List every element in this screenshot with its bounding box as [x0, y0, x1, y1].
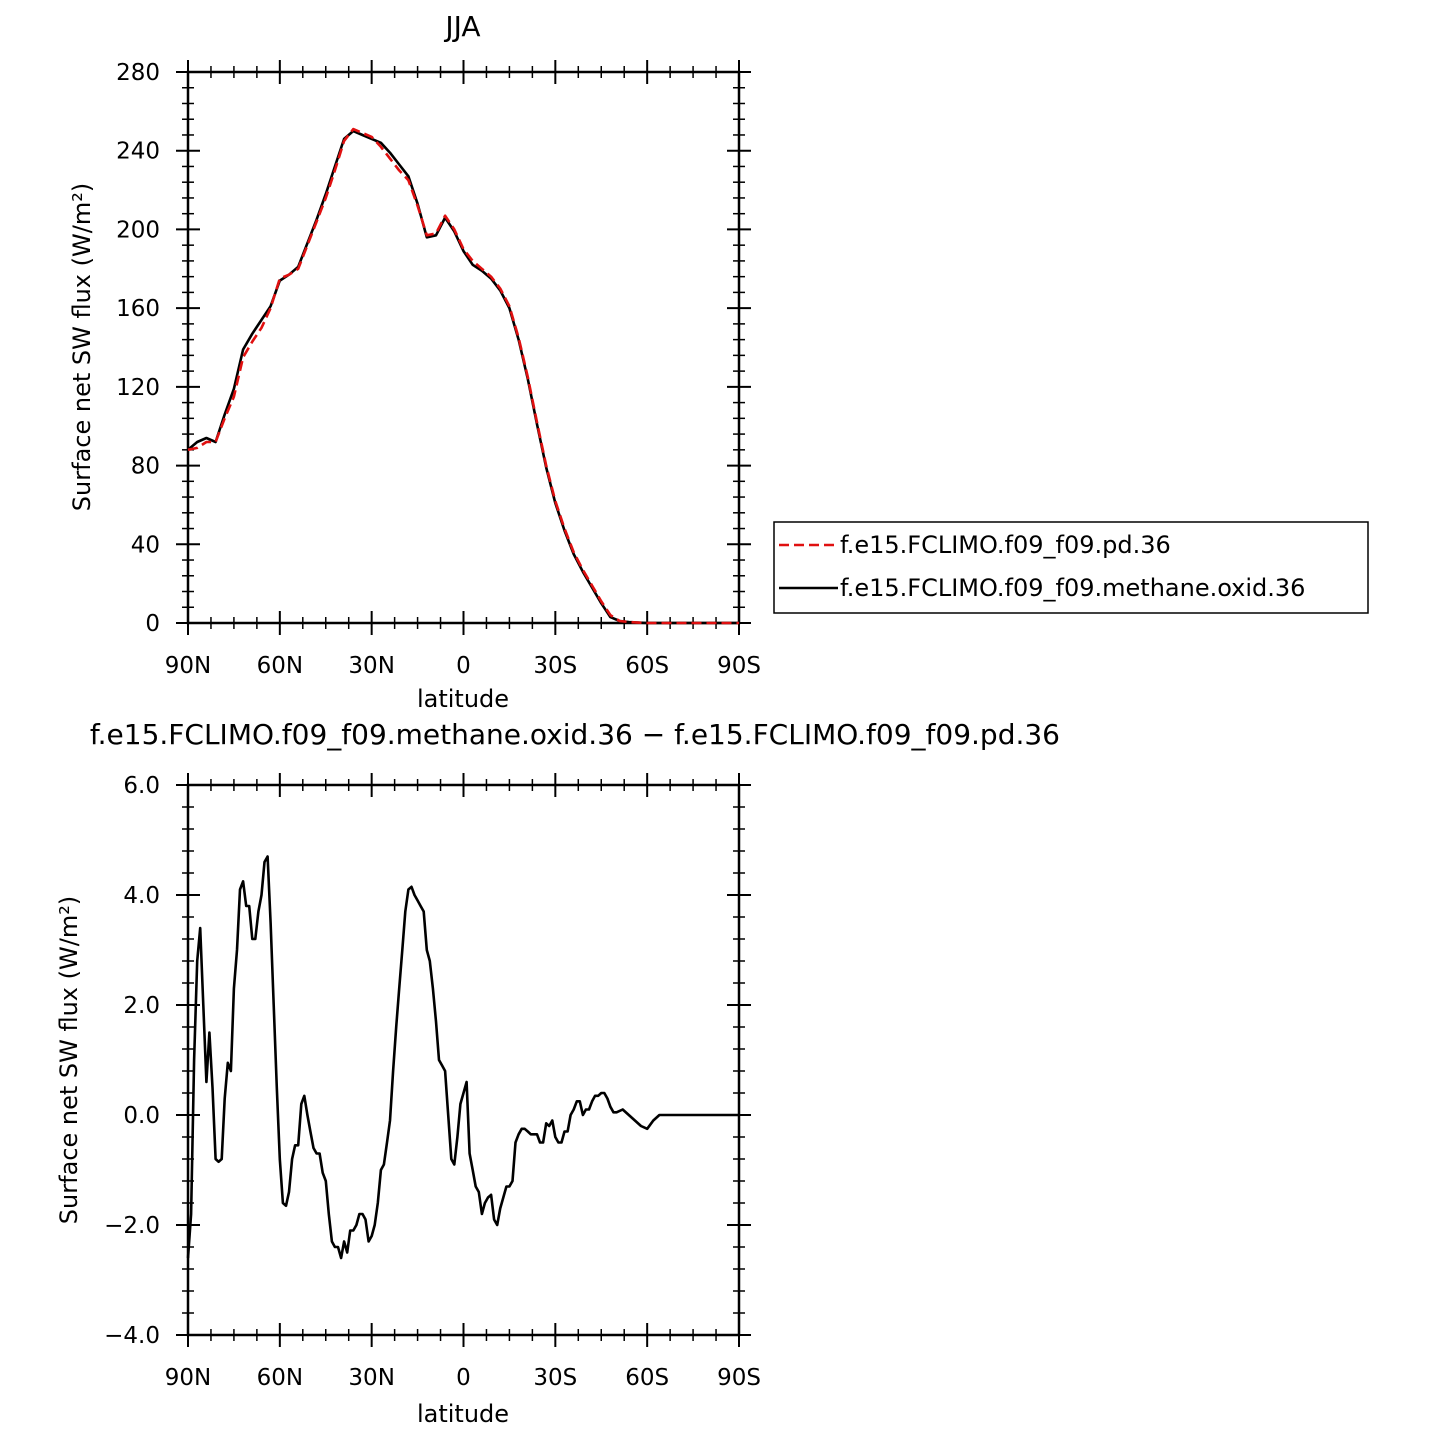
x-tick-label: 0	[456, 1365, 471, 1391]
x-tick-label: 90N	[165, 653, 211, 679]
legend-entry-methane: f.e15.FCLIMO.f09_f09.methane.oxid.36	[840, 574, 1305, 602]
top-series-line-1	[187, 129, 739, 625]
top-chart-x-tick-labels: 90N 60N 30N 0 30S 60S 90S	[165, 653, 761, 679]
x-tick-label: 30N	[348, 1365, 394, 1391]
bottom-chart-x-tick-labels: 90N 60N 30N 0 30S 60S 90S	[165, 1365, 761, 1391]
x-tick-label: 90N	[165, 1365, 211, 1391]
y-tick-label: −4.0	[104, 1323, 160, 1349]
legend: f.e15.FCLIMO.f09_f09.pd.36 f.e15.FCLIMO.…	[773, 521, 1369, 614]
y-tick-label: 280	[116, 60, 160, 86]
x-tick-label: 90S	[717, 1365, 761, 1391]
legend-box	[773, 521, 1369, 614]
y-tick-label: 4.0	[123, 883, 160, 909]
x-tick-label: 30S	[533, 653, 577, 679]
x-tick-label: 60N	[257, 1365, 303, 1391]
top-series-line-0	[187, 127, 739, 625]
bottom-chart-title: f.e15.FCLIMO.f09_f09.methane.oxid.36 − f…	[90, 718, 1060, 751]
y-tick-label: 240	[116, 139, 160, 165]
bottom-chart-ticks	[176, 773, 751, 1347]
y-tick-label: 200	[116, 217, 160, 243]
top-chart-title: JJA	[443, 10, 480, 43]
y-tick-label: 0	[145, 611, 160, 637]
x-tick-label: 60N	[257, 653, 303, 679]
y-tick-label: 0.0	[123, 1103, 160, 1129]
x-tick-label: 30N	[348, 653, 394, 679]
top-chart-y-axis-label: Surface net SW flux (W/m²)	[68, 183, 96, 511]
bottom-chart-series-group	[186, 855, 739, 1260]
bottom-series-line-0	[186, 855, 739, 1260]
top-chart-panel: JJA 90N 60N 30N 0 30S 60S 90S 0 40 80 120 160 200 24…	[68, 10, 1369, 713]
bottom-chart-panel: f.e15.FCLIMO.f09_f09.methane.oxid.36 − f…	[55, 718, 1060, 1428]
x-tick-label: 60S	[625, 653, 669, 679]
y-tick-label: 80	[131, 454, 160, 480]
x-tick-label: 90S	[717, 653, 761, 679]
bottom-chart-frame	[186, 783, 741, 1337]
y-tick-label: −2.0	[104, 1213, 160, 1239]
legend-entry-pd: f.e15.FCLIMO.f09_f09.pd.36	[840, 531, 1171, 559]
bottom-chart-y-axis-label: Surface net SW flux (W/m²)	[55, 896, 83, 1224]
bottom-chart-y-tick-labels: −4.0 −2.0 0.0 2.0 4.0 6.0	[104, 773, 160, 1349]
top-chart-series-group	[187, 127, 739, 625]
y-tick-label: 6.0	[123, 773, 160, 799]
bottom-chart-x-axis-label: latitude	[417, 1400, 509, 1428]
top-chart-ticks	[176, 60, 751, 635]
y-tick-label: 120	[116, 375, 160, 401]
x-tick-label: 60S	[625, 1365, 669, 1391]
y-tick-label: 40	[131, 532, 160, 558]
y-tick-label: 2.0	[123, 993, 160, 1019]
x-tick-label: 0	[456, 653, 471, 679]
x-tick-label: 30S	[533, 1365, 577, 1391]
y-tick-label: 160	[116, 296, 160, 322]
top-chart-frame	[186, 70, 741, 625]
top-chart-y-tick-labels: 0 40 80 120 160 200 240 280	[116, 60, 160, 637]
top-chart-x-axis-label: latitude	[417, 685, 509, 713]
